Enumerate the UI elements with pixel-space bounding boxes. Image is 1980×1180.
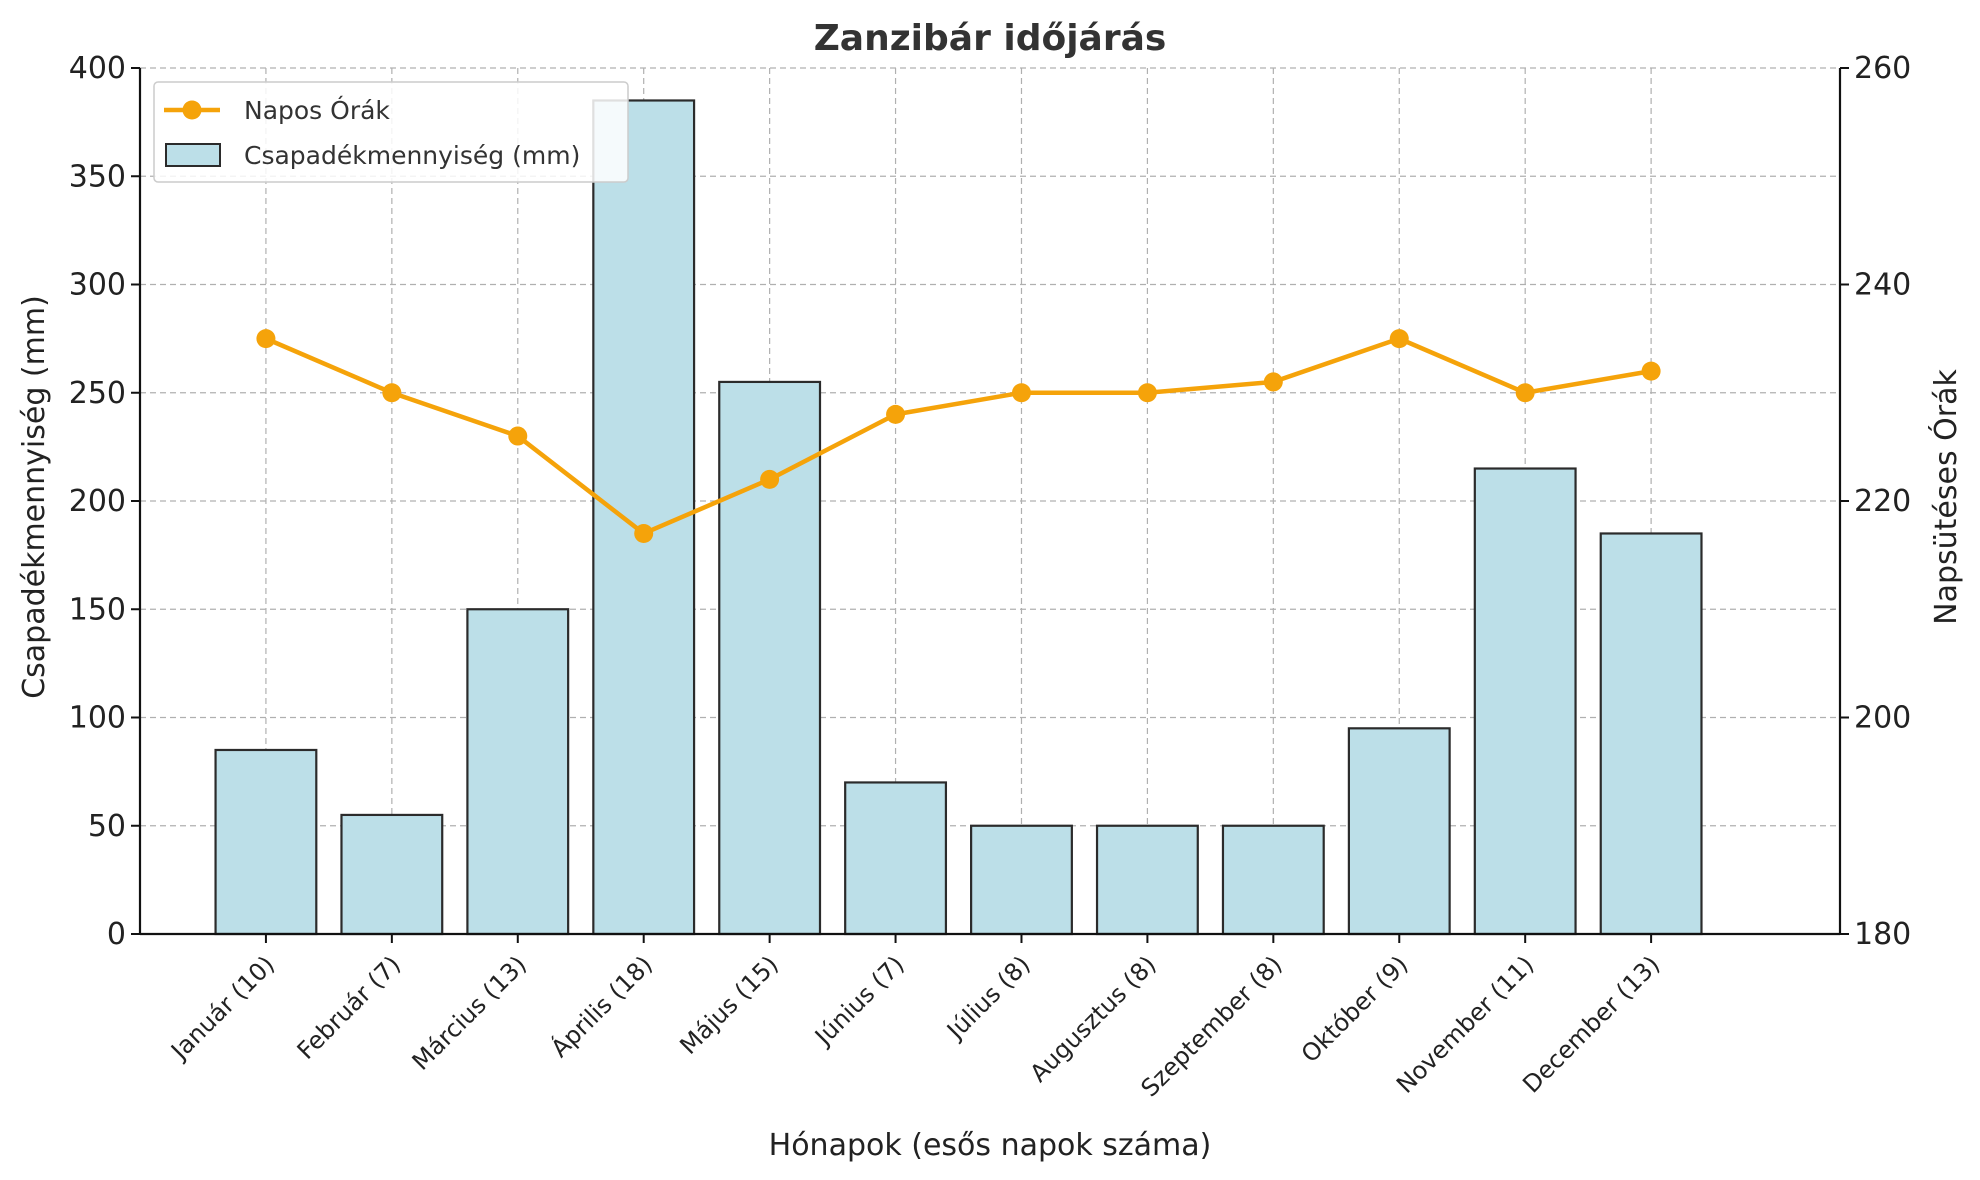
y-tick-label: 0 [107, 917, 126, 952]
line-point [1515, 383, 1535, 403]
x-tick-label: December (13) [1517, 950, 1665, 1098]
left-axis-ticks: 0 50 100 150 200 250 300 350 400 [69, 51, 140, 952]
line-point [1263, 372, 1283, 392]
x-tick-label: Április (18) [545, 950, 658, 1063]
y-axis-title: Csapadékmennyiség (mm) [17, 295, 52, 699]
y-tick-label: 150 [69, 592, 126, 627]
legend-line-marker [182, 100, 202, 120]
x-tick-label: Október (9) [1296, 950, 1414, 1068]
y-tick-label: 100 [69, 701, 126, 736]
line-point [1137, 383, 1157, 403]
x-tick-label: Július (8) [940, 950, 1035, 1045]
line-point [886, 404, 906, 424]
line-series [256, 329, 1661, 543]
x-tick-label: Január (10) [164, 950, 280, 1066]
line-point [256, 329, 276, 349]
y-tick-label: 50 [88, 809, 126, 844]
line-point [634, 523, 654, 543]
bar [466, 608, 570, 936]
y2-tick-label: 200 [1854, 701, 1911, 736]
y2-axis-title: Napsütéses Órák [1927, 369, 1964, 625]
bar [1473, 467, 1577, 936]
x-tick-label: Június (7) [808, 950, 909, 1051]
line-point [760, 469, 780, 489]
legend-bar-swatch [165, 143, 221, 167]
y-tick-label: 300 [69, 268, 126, 303]
legend-box [153, 81, 629, 183]
line-point [382, 383, 402, 403]
x-tick-label: November (11) [1391, 950, 1539, 1098]
x-axis-ticks: Január (10) Február (7) Március (13) Áprili… [164, 934, 1665, 1102]
bar-series [214, 99, 1703, 936]
grid-lines [140, 67, 1840, 935]
bar [340, 813, 444, 936]
y2-tick-label: 240 [1854, 268, 1911, 303]
bar [718, 380, 822, 936]
line-point [1389, 329, 1409, 349]
chart-title: Zanzibár időjárás [814, 18, 1167, 59]
bar [1221, 824, 1325, 936]
x-tick-label: Augusztus (8) [1025, 950, 1162, 1087]
bar [1095, 824, 1199, 936]
y2-tick-label: 220 [1854, 484, 1911, 519]
x-axis-title: Hónapok (esős napok száma) [769, 1128, 1212, 1163]
bar [844, 781, 948, 936]
y2-tick-label: 180 [1854, 917, 1911, 952]
x-tick-label: Február (7) [292, 950, 406, 1064]
x-tick-label: Március (13) [407, 950, 532, 1075]
legend: Napos Órák Csapadékmennyiség (mm) [153, 81, 629, 183]
y-tick-label: 200 [69, 484, 126, 519]
line-point [1641, 361, 1661, 381]
line-point [508, 426, 528, 446]
x-tick-label: Május (15) [674, 950, 783, 1059]
right-axis-ticks: 180 200 220 240 260 [1840, 51, 1911, 952]
y2-tick-label: 260 [1854, 51, 1911, 86]
legend-label-sunshine: Napos Órák [244, 95, 390, 125]
bar [1347, 727, 1451, 936]
line-point [1011, 383, 1031, 403]
bar [1599, 532, 1703, 936]
sunshine-line [265, 336, 1652, 536]
bar [970, 824, 1073, 936]
y-tick-label: 350 [69, 159, 126, 194]
bar [214, 748, 318, 936]
y-tick-label: 250 [69, 376, 126, 411]
legend-label-rainfall: Csapadékmennyiség (mm) [244, 141, 580, 170]
y-tick-label: 400 [69, 51, 126, 86]
